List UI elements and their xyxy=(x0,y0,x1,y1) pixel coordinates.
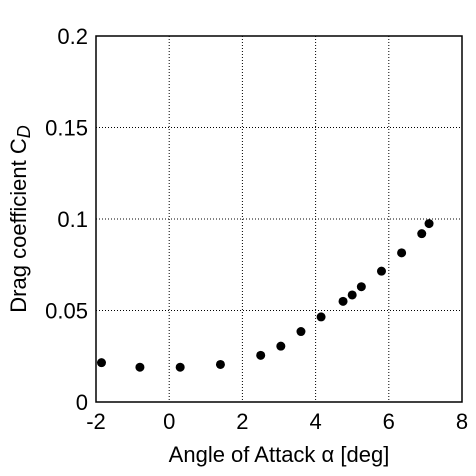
x-axis-label: Angle of Attack α [deg] xyxy=(169,442,390,467)
data-point xyxy=(347,290,357,300)
plot-frame xyxy=(95,35,463,403)
data-point xyxy=(356,282,366,292)
data-point xyxy=(276,341,286,351)
x-tick-label: 4 xyxy=(309,409,321,434)
data-point xyxy=(96,358,106,368)
data-point xyxy=(316,312,326,322)
y-axis-label: Drag coefficient CD xyxy=(6,125,34,312)
data-point xyxy=(135,362,145,372)
y-tick-label: 0.2 xyxy=(57,24,88,49)
grid-lines xyxy=(96,36,462,402)
y-tick-label: 0 xyxy=(76,390,88,415)
data-point xyxy=(376,266,386,276)
y-axis-label-subscript: D xyxy=(14,125,34,138)
data-point xyxy=(215,359,225,369)
data-point xyxy=(338,296,348,306)
data-point xyxy=(417,229,427,239)
data-point xyxy=(397,248,407,258)
y-tick-label: 0.15 xyxy=(45,116,88,141)
data-point xyxy=(296,327,306,337)
data-point xyxy=(175,362,185,372)
x-tick-label: 6 xyxy=(383,409,395,434)
y-tick-label: 0.05 xyxy=(45,299,88,324)
data-point xyxy=(256,350,266,360)
data-point xyxy=(424,219,434,229)
x-tick-label: 8 xyxy=(456,409,468,434)
x-tick-label: -2 xyxy=(86,409,106,434)
axis-ticks: -2 0 2 4 6 800.050.10.150.2 xyxy=(45,24,468,434)
data-points xyxy=(96,219,434,372)
y-tick-label: 0.1 xyxy=(57,207,88,232)
x-tick-label: 2 xyxy=(236,409,248,434)
x-tick-label: 0 xyxy=(163,409,175,434)
y-axis-label-main: Drag coefficient C xyxy=(6,138,31,313)
